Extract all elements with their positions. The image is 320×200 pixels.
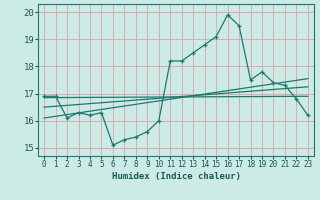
X-axis label: Humidex (Indice chaleur): Humidex (Indice chaleur) [111,172,241,181]
